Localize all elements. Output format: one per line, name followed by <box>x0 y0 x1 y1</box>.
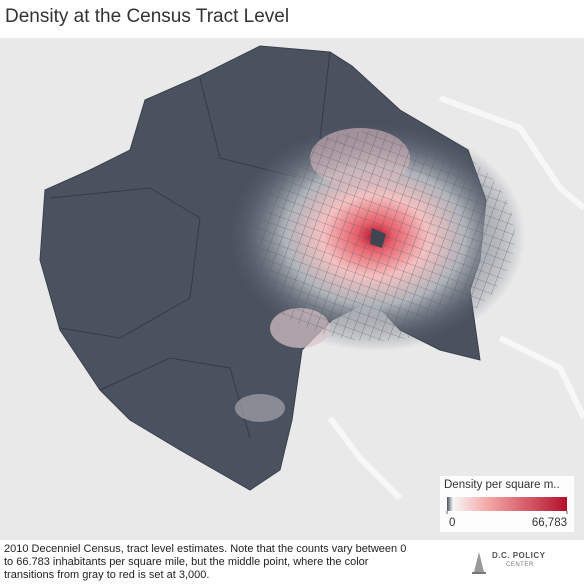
logo-icon <box>472 552 486 574</box>
caption-line: to 66.783 inhabitants per square mile, b… <box>4 556 369 568</box>
legend-min-label: 0 <box>449 517 455 529</box>
logo: D.C. POLICY CENTER <box>470 548 570 578</box>
dc-core <box>370 228 386 248</box>
water <box>327 95 584 501</box>
map <box>0 38 584 540</box>
legend-title: Density per square m.. <box>444 479 560 491</box>
caption-line: transitions from gray to red is set at 3… <box>4 569 210 581</box>
legend-bar <box>447 497 567 511</box>
caption: 2010 Decenniel Census, tract level estim… <box>4 543 444 582</box>
boundaries <box>49 51 401 439</box>
title: Density at the Census Tract Level <box>5 6 290 27</box>
dense-area <box>235 394 285 422</box>
logo-sub: CENTER <box>506 562 534 568</box>
legend-max-label: 66,783 <box>532 517 567 529</box>
legend: Density per square m.. 0 66,783 <box>440 476 574 532</box>
caption-line: 2010 Decenniel Census, tract level estim… <box>4 543 407 555</box>
logo-name: D.C. POLICY <box>492 551 546 560</box>
legend-scale: 0 66,783 <box>446 497 568 529</box>
